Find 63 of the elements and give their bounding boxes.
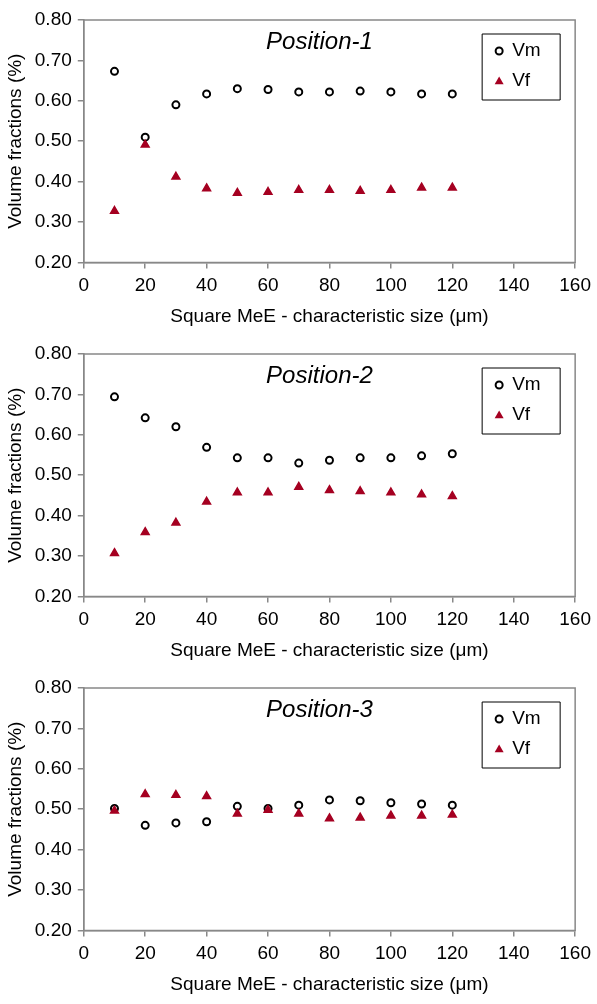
y-tick-label: 0.70 (34, 48, 72, 70)
y-tick-label: 0.80 (34, 342, 72, 364)
legend-label: Vm (512, 39, 541, 61)
y-axis-title: Volume fractions (%) (3, 387, 25, 563)
y-tick-label: 0.40 (34, 837, 72, 859)
x-tick-label: 140 (497, 274, 530, 296)
x-tick-label: 20 (134, 274, 156, 296)
y-tick-label: 0.50 (34, 129, 72, 151)
y-tick-label: 0.70 (34, 382, 72, 404)
y-tick-label: 0.20 (34, 250, 72, 272)
x-tick-label: 0 (78, 942, 90, 964)
x-tick-label: 160 (559, 608, 591, 630)
y-tick-label: 0.80 (34, 676, 72, 698)
x-tick-label: 60 (257, 608, 279, 630)
x-tick-label: 100 (375, 608, 407, 630)
y-tick-label: 0.60 (34, 89, 72, 111)
x-tick-label: 80 (318, 608, 341, 630)
x-tick-label: 40 (196, 274, 218, 296)
x-tick-label: 120 (436, 608, 469, 630)
x-tick-label: 0 (78, 274, 90, 296)
chart-title: Position-2 (266, 360, 373, 388)
legend-label: Vf (512, 403, 531, 425)
x-tick-label: 120 (436, 942, 469, 964)
x-tick-label: 60 (257, 942, 279, 964)
x-tick-label: 20 (134, 608, 156, 630)
x-tick-label: 40 (196, 942, 218, 964)
legend-label: Vf (512, 737, 531, 759)
x-tick-label: 100 (375, 942, 407, 964)
legend-label: Vm (512, 707, 541, 729)
y-tick-label: 0.60 (34, 423, 72, 445)
x-tick-label: 140 (497, 942, 530, 964)
legend-label: Vm (512, 373, 541, 395)
legend-label: Vf (512, 69, 531, 91)
x-tick-label: 120 (436, 274, 469, 296)
x-tick-label: 40 (196, 608, 218, 630)
y-tick-label: 0.30 (34, 878, 72, 900)
x-axis-title: Square MeE - characteristic size (μm) (170, 638, 489, 660)
x-tick-label: 0 (78, 608, 90, 630)
x-axis-title: Square MeE - characteristic size (μm) (170, 304, 489, 326)
y-tick-label: 0.70 (34, 716, 72, 738)
x-tick-label: 100 (375, 274, 407, 296)
x-tick-label: 160 (559, 274, 591, 296)
x-tick-label: 80 (318, 274, 341, 296)
y-tick-label: 0.30 (34, 544, 72, 566)
y-tick-label: 0.60 (34, 757, 72, 779)
chart-title: Position-3 (266, 694, 374, 722)
x-tick-label: 160 (559, 942, 591, 964)
y-tick-label: 0.20 (34, 918, 72, 940)
y-tick-label: 0.50 (34, 463, 72, 485)
y-tick-label: 0.40 (34, 169, 72, 191)
chart-title: Position-1 (266, 26, 373, 54)
x-axis-title: Square MeE - characteristic size (μm) (170, 972, 489, 994)
y-tick-label: 0.40 (34, 503, 72, 525)
y-axis-title: Volume fractions (%) (3, 53, 25, 229)
x-tick-label: 60 (257, 274, 279, 296)
y-tick-label: 0.80 (34, 8, 72, 30)
x-tick-label: 140 (497, 608, 530, 630)
y-axis-title: Volume fractions (%) (3, 721, 25, 897)
x-tick-label: 80 (318, 942, 341, 964)
y-tick-label: 0.20 (34, 584, 72, 606)
y-tick-label: 0.30 (34, 210, 72, 232)
x-tick-label: 20 (134, 942, 156, 964)
y-tick-label: 0.50 (34, 797, 72, 819)
